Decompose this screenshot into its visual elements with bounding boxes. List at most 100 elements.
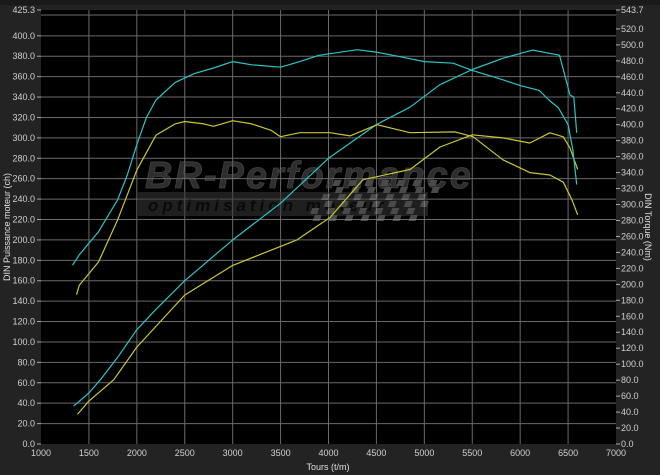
- y2-axis-label: DIN Torque (Nm): [643, 193, 653, 261]
- checker-square: [374, 208, 384, 214]
- x-axis-label: Tours (t/m): [306, 462, 349, 472]
- checker-square: [387, 201, 397, 207]
- y-tick-label: 20.0: [17, 419, 35, 429]
- checker-square: [392, 215, 402, 221]
- checker-square: [355, 201, 365, 207]
- y2-tick-label: 300.0: [621, 200, 644, 210]
- checker-square: [358, 208, 368, 214]
- checker-square: [398, 187, 408, 193]
- checker-square: [326, 208, 336, 214]
- y-tick-label: 180.0: [12, 255, 35, 265]
- y2-tick-label: 400.0: [621, 120, 644, 130]
- y2-tick-label: 260.0: [621, 231, 644, 241]
- x-tick-label: 3000: [223, 448, 243, 458]
- y-tick-label: 80.0: [17, 357, 35, 367]
- checker-square: [339, 201, 349, 207]
- checker-square: [430, 187, 440, 193]
- checker-square: [380, 180, 390, 186]
- watermark-tagline: optimisation moteur: [148, 196, 387, 215]
- curves: [72, 49, 579, 415]
- y-tick-label: 160.0: [12, 276, 35, 286]
- checker-square: [334, 187, 344, 193]
- checker-square: [344, 215, 354, 221]
- grid: [41, 10, 616, 444]
- checker-square: [366, 187, 376, 193]
- checker-square: [382, 187, 392, 193]
- x-tick-label: 2500: [175, 448, 195, 458]
- watermark-logo: BR-Performance optimisation moteur: [138, 155, 471, 221]
- y2-tick-label: 360.0: [621, 152, 644, 162]
- checker-square: [360, 215, 370, 221]
- checker-square: [412, 180, 422, 186]
- y-tick-label: 340.0: [12, 92, 35, 102]
- y-tick-label: 380.0: [12, 51, 35, 61]
- x-tick-label: 4500: [366, 448, 386, 458]
- y2-tick-label: 500.0: [621, 40, 644, 50]
- checker-square: [406, 208, 416, 214]
- y-tick-label: 140.0: [12, 296, 35, 306]
- x-tick-label: 3500: [271, 448, 291, 458]
- checker-square: [390, 208, 400, 214]
- checker-square: [396, 180, 406, 186]
- torque-curve-2: [72, 49, 578, 266]
- y2-tick-label: 180.0: [621, 295, 644, 305]
- y-tick-label: 220.0: [12, 214, 35, 224]
- y2-tick-label: 80.0: [621, 375, 639, 385]
- top-strip: [0, 0, 660, 5]
- checker-square: [321, 194, 331, 200]
- y-tick-label: 0.0: [22, 439, 35, 449]
- y-tick-label: 200.0: [12, 235, 35, 245]
- checker-square: [312, 215, 322, 221]
- y2-tick-label: 240.0: [621, 247, 644, 257]
- checker-square: [323, 201, 333, 207]
- y2-tick-label: 520.0: [621, 24, 644, 34]
- x-tick-label: 7000: [606, 448, 626, 458]
- checker-square: [353, 194, 363, 200]
- y2-tick-label: 100.0: [621, 359, 644, 369]
- x-tick-label: 5000: [414, 448, 434, 458]
- checker-square: [337, 194, 347, 200]
- checker-square: [369, 194, 379, 200]
- y-tick-label: 60.0: [17, 378, 35, 388]
- y2-tick-label: 543.7: [621, 5, 644, 15]
- checker-square: [419, 201, 429, 207]
- checker-square: [348, 180, 358, 186]
- y2-tick-label: 200.0: [621, 279, 644, 289]
- checker-square: [408, 215, 418, 221]
- checker-square: [310, 208, 320, 214]
- y2-tick-label: 320.0: [621, 184, 644, 194]
- y2-tick-label: 460.0: [621, 72, 644, 82]
- y2-tick-label: 60.0: [621, 391, 639, 401]
- checker-square: [371, 201, 381, 207]
- y-tick-label: 400.0: [12, 31, 35, 41]
- checker-square: [385, 194, 395, 200]
- y-tick-label: 425.3: [12, 5, 35, 15]
- y-tick-label: 100.0: [12, 337, 35, 347]
- x-tick-label: 1000: [31, 448, 51, 458]
- x-tick-label: 6000: [510, 448, 530, 458]
- x-tick-label: 1500: [79, 448, 99, 458]
- y2-tick-label: 0.0: [621, 439, 634, 449]
- y2-tick-label: 480.0: [621, 56, 644, 66]
- checker-square: [401, 194, 411, 200]
- y2-tick-label: 440.0: [621, 88, 644, 98]
- y2-tick-label: 140.0: [621, 327, 644, 337]
- checker-square: [332, 180, 342, 186]
- y-tick-label: 320.0: [12, 112, 35, 122]
- x-tick-label: 4000: [318, 448, 338, 458]
- power-curve-0: [73, 49, 578, 407]
- y-tick-label: 120.0: [12, 317, 35, 327]
- y2-tick-label: 120.0: [621, 343, 644, 353]
- x-tick-label: 6500: [558, 448, 578, 458]
- torque-curve-3: [75, 120, 579, 295]
- checker-square: [428, 180, 438, 186]
- y2-tick-label: 380.0: [621, 136, 644, 146]
- y2-tick-label: 220.0: [621, 263, 644, 273]
- checker-square: [342, 208, 352, 214]
- y-tick-label: 360.0: [12, 72, 35, 82]
- y2-tick-label: 20.0: [621, 423, 639, 433]
- y-tick-label: 40.0: [17, 398, 35, 408]
- y2-tick-label: 420.0: [621, 104, 644, 114]
- x-tick-label: 5500: [462, 448, 482, 458]
